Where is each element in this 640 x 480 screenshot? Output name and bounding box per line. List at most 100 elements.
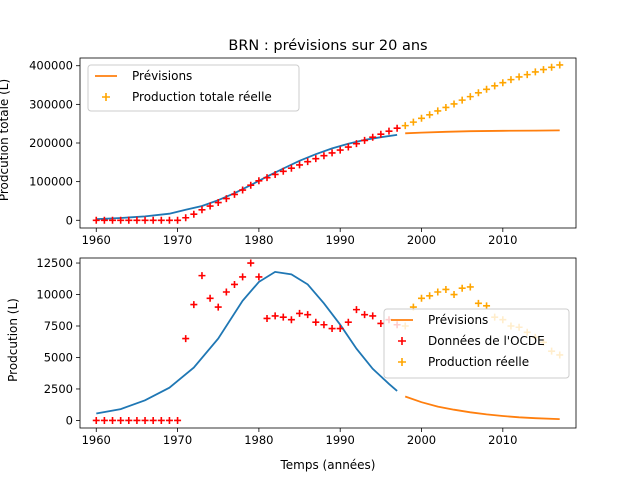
data-point xyxy=(174,416,182,424)
data-point xyxy=(165,216,173,224)
y-tick-label: 5000 xyxy=(44,350,73,364)
data-point xyxy=(206,202,214,210)
data-point xyxy=(344,318,352,326)
data-point xyxy=(369,133,377,141)
legend-label: Données de l'OCDE xyxy=(428,334,545,348)
data-point xyxy=(312,155,320,163)
x-tick-label: 1980 xyxy=(244,233,273,247)
data-point xyxy=(361,136,369,144)
bottom-xlabel: Temps (années) xyxy=(280,458,376,472)
y-tick-label: 300000 xyxy=(29,97,73,111)
data-point xyxy=(117,216,125,224)
data-point xyxy=(206,294,214,302)
x-tick-label: 1960 xyxy=(82,233,111,247)
data-point xyxy=(239,186,247,194)
data-point xyxy=(149,216,157,224)
data-point xyxy=(450,291,458,299)
data-point xyxy=(483,302,491,310)
data-point xyxy=(149,416,157,424)
data-point xyxy=(100,216,108,224)
legend-swatch-marker xyxy=(398,358,406,366)
data-point xyxy=(165,416,173,424)
data-point xyxy=(109,416,117,424)
data-point xyxy=(230,280,238,288)
y-tick-label: 7500 xyxy=(44,319,73,333)
data-point xyxy=(255,177,263,185)
data-point xyxy=(304,158,312,166)
data-point xyxy=(296,161,304,169)
legend-swatch-marker xyxy=(102,93,110,101)
data-point xyxy=(393,124,401,132)
data-point xyxy=(434,288,442,296)
data-point xyxy=(352,306,360,314)
x-tick-label: 1990 xyxy=(326,433,355,447)
y-tick-label: 100000 xyxy=(29,175,73,189)
data-point xyxy=(401,122,409,130)
x-tick-label: 2000 xyxy=(407,233,436,247)
data-point xyxy=(328,149,336,157)
data-point xyxy=(320,152,328,160)
data-point xyxy=(287,316,295,324)
data-point xyxy=(190,301,198,309)
data-point xyxy=(190,210,198,218)
y-tick-label: 10000 xyxy=(36,288,73,302)
data-point xyxy=(336,146,344,154)
data-point xyxy=(222,195,230,203)
data-point xyxy=(214,303,222,311)
data-point xyxy=(499,79,507,87)
data-point xyxy=(556,61,564,69)
data-point xyxy=(125,416,133,424)
data-point xyxy=(539,66,547,74)
legend-label: Prévisions xyxy=(132,69,192,83)
data-point xyxy=(157,416,165,424)
data-point xyxy=(352,140,360,148)
data-point xyxy=(328,325,336,333)
data-point xyxy=(263,174,271,182)
data-point xyxy=(361,311,369,319)
data-point xyxy=(304,311,312,319)
plots-layer: 1960 1970 1980 1990 2000 20100100000200000300… xyxy=(29,57,577,447)
data-point xyxy=(515,73,523,81)
data-point xyxy=(182,214,190,222)
data-point xyxy=(125,216,133,224)
x-tick-label: 1970 xyxy=(163,233,192,247)
data-point xyxy=(418,114,426,122)
data-point xyxy=(483,85,491,93)
data-point xyxy=(198,272,206,280)
data-point xyxy=(214,199,222,207)
data-point xyxy=(141,416,149,424)
data-point xyxy=(92,416,100,424)
data-point xyxy=(141,216,149,224)
data-point xyxy=(426,292,434,300)
data-point xyxy=(418,294,426,302)
data-point xyxy=(442,103,450,111)
data-point xyxy=(287,164,295,172)
series-line xyxy=(405,129,560,135)
data-point xyxy=(426,111,434,119)
data-point xyxy=(247,259,255,267)
data-point xyxy=(279,167,287,175)
data-point xyxy=(466,93,474,101)
y-tick-label: 200000 xyxy=(29,136,73,150)
data-point xyxy=(312,318,320,326)
data-point xyxy=(450,100,458,108)
chart-title: BRN : prévisions sur 20 ans xyxy=(228,38,427,54)
data-point xyxy=(344,143,352,151)
subplot-1: 1960 1970 1980 1990 2000 2010 0 100000 200000 300… xyxy=(29,57,577,247)
data-point xyxy=(531,68,539,76)
data-point xyxy=(182,335,190,343)
y-tick-label: 2500 xyxy=(44,382,73,396)
x-tick-label: 2000 xyxy=(407,433,436,447)
data-point xyxy=(548,63,556,71)
legend-label: Prévisions xyxy=(428,313,488,327)
legend-label: Production totale réelle xyxy=(132,90,272,104)
data-point xyxy=(434,107,442,115)
data-point xyxy=(92,216,100,224)
y-tick-label: 0 xyxy=(66,213,73,227)
data-point xyxy=(255,273,263,281)
data-point xyxy=(230,190,238,198)
legend-swatch-marker xyxy=(398,337,406,345)
data-point xyxy=(198,206,206,214)
y-tick-label: 400000 xyxy=(29,59,73,73)
